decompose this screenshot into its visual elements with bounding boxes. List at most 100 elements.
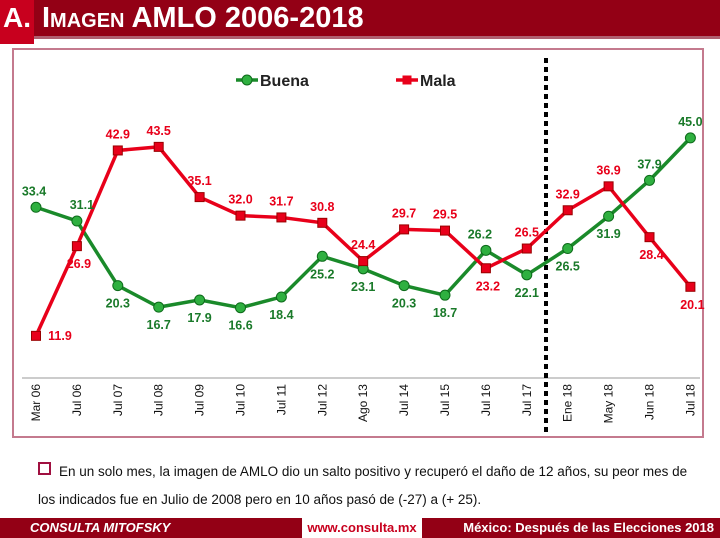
- data-point-mala: [562, 205, 573, 216]
- data-point-buena: [112, 280, 124, 292]
- data-point-mala: [603, 181, 614, 192]
- data-point-buena: [480, 244, 492, 256]
- x-tick-label: Jul 06: [70, 384, 84, 416]
- note-text: En un solo mes, la imagen de AMLO dio un…: [38, 464, 688, 507]
- data-label: 26.9: [67, 257, 91, 271]
- x-tick-label: Jul 11: [274, 384, 288, 415]
- data-point-mala: [521, 243, 532, 254]
- footer-bar: CONSULTA MITOFSKY www.consulta.mx México…: [0, 518, 720, 538]
- data-label: 26.5: [556, 260, 580, 274]
- x-tick-label: Jul 08: [152, 384, 166, 416]
- page-title: Imagen AMLO 2006-2018: [42, 2, 364, 34]
- data-point-buena: [521, 269, 533, 281]
- x-tick-label: Jul 09: [193, 384, 207, 416]
- legend-label: Mala: [420, 73, 456, 90]
- data-point-buena: [684, 132, 696, 144]
- data-label: 36.9: [596, 163, 620, 177]
- header-bar: A. Imagen AMLO 2006-2018: [0, 0, 720, 44]
- section-letter: A.: [0, 0, 34, 44]
- x-tick-label: Jul 18: [683, 384, 697, 416]
- x-tick-label: Ago 13: [356, 384, 370, 422]
- x-tick-label: Jun 18: [643, 384, 657, 420]
- data-point-buena: [153, 301, 165, 313]
- data-point-mala: [480, 263, 491, 274]
- data-label: 45.0: [678, 115, 702, 129]
- data-point-mala: [194, 192, 205, 203]
- data-point-buena: [71, 215, 83, 227]
- data-label: 26.5: [515, 226, 539, 240]
- data-label: 18.4: [269, 308, 293, 322]
- note: En un solo mes, la imagen de AMLO dio un…: [38, 458, 708, 514]
- data-label: 23.2: [476, 279, 500, 293]
- data-point-mala: [235, 210, 246, 221]
- x-tick-label: Jul 14: [397, 384, 411, 416]
- data-label: 24.4: [351, 238, 375, 252]
- chart-frame: [12, 48, 704, 438]
- data-point-buena: [275, 291, 287, 303]
- data-label: 26.2: [468, 227, 492, 241]
- x-tick-label: Jul 07: [111, 384, 125, 416]
- data-point-mala: [276, 212, 287, 223]
- data-label: 31.9: [596, 227, 620, 241]
- data-point-mala: [31, 330, 41, 341]
- data-point-mala: [440, 225, 450, 236]
- data-label: 20.1: [680, 298, 704, 312]
- data-label: 35.1: [187, 174, 211, 188]
- x-tick-label: Ene 18: [561, 384, 575, 422]
- data-point-buena: [398, 280, 410, 292]
- data-label: 32.0: [228, 193, 252, 207]
- data-label: 29.5: [433, 208, 457, 222]
- data-label: 29.7: [392, 206, 416, 220]
- data-point-mala: [317, 217, 328, 228]
- data-point-mala: [685, 281, 696, 292]
- data-point-mala: [358, 256, 369, 267]
- data-label: 32.9: [556, 187, 580, 201]
- data-point-mala: [644, 232, 655, 243]
- data-label: 28.4: [639, 248, 663, 262]
- x-tick-label: Jul 17: [520, 384, 534, 416]
- x-tick-label: Jul 15: [438, 384, 452, 416]
- website-link[interactable]: www.consulta.mx: [302, 518, 422, 538]
- data-label: 22.1: [515, 286, 539, 300]
- data-point-mala: [71, 241, 82, 252]
- footer-event: México: Después de las Elecciones 2018: [463, 520, 714, 535]
- data-label: 42.9: [106, 127, 130, 141]
- x-tick-label: Jul 16: [479, 384, 493, 416]
- data-point-buena: [316, 250, 328, 262]
- data-label: 30.8: [310, 200, 334, 214]
- data-point-buena: [235, 302, 246, 314]
- data-point-buena: [439, 289, 451, 301]
- data-point-mala: [153, 141, 164, 152]
- data-label: 23.1: [351, 280, 375, 294]
- data-point-buena: [562, 243, 574, 255]
- data-label: 20.3: [106, 297, 130, 311]
- data-point-buena: [644, 174, 655, 186]
- data-point-buena: [194, 294, 206, 306]
- x-tick-label: Jul 12: [315, 384, 329, 416]
- data-point-mala: [112, 145, 123, 156]
- legend-marker: [402, 75, 412, 85]
- bullet-icon: [38, 462, 51, 475]
- brand-logo: CONSULTA MITOFSKY: [30, 520, 171, 535]
- data-label: 33.4: [22, 184, 46, 198]
- data-label: 16.7: [147, 318, 171, 332]
- data-label: 43.5: [147, 124, 171, 138]
- data-label: 31.1: [70, 198, 94, 212]
- data-label: 16.6: [228, 319, 252, 333]
- data-point-buena: [30, 201, 42, 213]
- legend-marker: [241, 74, 253, 86]
- data-label: 18.7: [433, 306, 457, 320]
- data-label: 31.7: [269, 194, 293, 208]
- x-tick-label: May 18: [602, 384, 616, 424]
- x-tick-label: Jul 10: [234, 384, 248, 416]
- data-point-buena: [603, 210, 615, 222]
- data-label: 17.9: [187, 311, 211, 325]
- data-point-mala: [399, 224, 410, 235]
- legend-label: Buena: [260, 73, 309, 90]
- data-label: 37.9: [637, 157, 661, 171]
- data-label: 20.3: [392, 297, 416, 311]
- data-label: 25.2: [310, 267, 334, 281]
- data-label: 11.9: [48, 329, 72, 343]
- x-tick-label: Mar 06: [29, 384, 43, 422]
